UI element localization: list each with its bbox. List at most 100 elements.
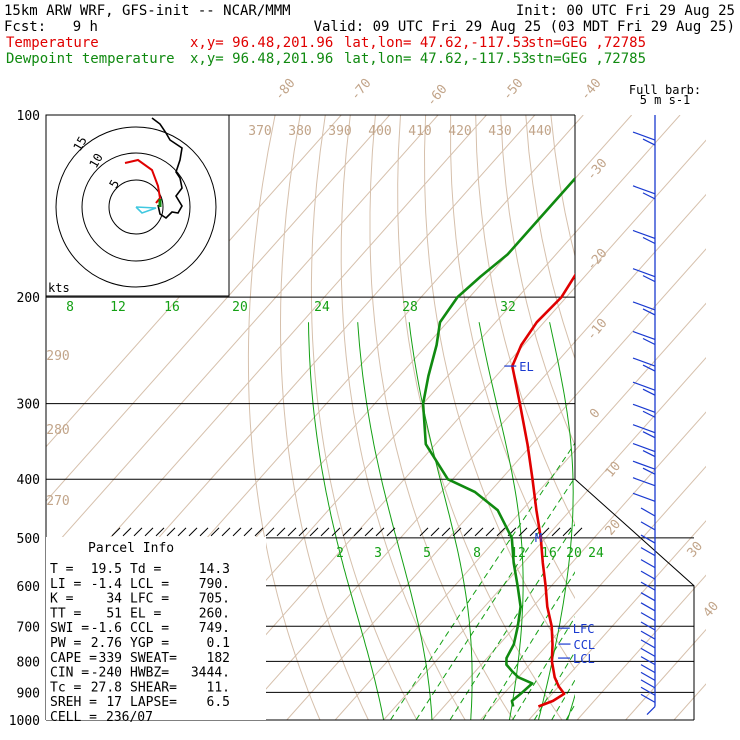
dry-adiabat-line xyxy=(475,115,575,526)
dry-adiabat-line xyxy=(247,115,321,720)
parcel-info-value: YGP = xyxy=(130,636,169,651)
parcel-info-value: -1.6 xyxy=(91,621,122,636)
hatch-mark xyxy=(188,527,198,537)
mixing-ratio-label: 32 xyxy=(500,300,516,315)
wind-barb xyxy=(640,592,656,602)
dry-adiabat-line xyxy=(500,115,575,447)
isotherm-label: -30 xyxy=(584,156,611,184)
wind-barb xyxy=(632,301,656,311)
dewpoint-xy: x,y= 96.48,201.96 xyxy=(190,51,333,67)
wind-barb xyxy=(642,236,656,245)
parcel-info-value: EL = xyxy=(130,606,161,621)
parcel-info-value: K = xyxy=(50,592,74,607)
mixing-ratio-label: 20 xyxy=(232,300,248,315)
isotherm-line xyxy=(480,465,706,720)
dry-adiabats xyxy=(247,115,740,720)
parcel-info-value: LAPSE= xyxy=(130,695,177,710)
hatch-mark xyxy=(122,527,132,537)
parcel-info-value: PW = xyxy=(50,636,81,651)
isotherm-line xyxy=(238,193,706,720)
wind-barb xyxy=(640,559,656,569)
hatch-mark xyxy=(243,527,253,537)
parcel-info-value: LI = xyxy=(50,577,81,592)
parcel-info-value: 339 xyxy=(99,651,122,666)
isotherm-line xyxy=(576,574,706,720)
hatch-mark xyxy=(331,527,341,537)
isotherm-label: 10 xyxy=(603,459,625,481)
hatch-mark xyxy=(474,527,484,537)
hatch-mark xyxy=(111,527,121,537)
parcel-info-value: 236/07 xyxy=(106,710,153,725)
parcel-info-value: CELL = xyxy=(50,710,97,725)
forecast-label: Fcst: xyxy=(4,19,46,35)
isotherm-line xyxy=(383,357,706,720)
wind-barb xyxy=(640,630,656,640)
isotherm-label: 0 xyxy=(587,406,604,422)
hodograph-ring-label-10: 10 xyxy=(86,151,105,171)
hatch-mark xyxy=(441,527,451,537)
isotherm-label: -60 xyxy=(424,82,451,110)
wind-barb xyxy=(642,275,656,283)
isotherm-line xyxy=(46,115,391,502)
hatch-mark xyxy=(452,527,462,537)
theta-label: 390 xyxy=(328,124,351,139)
mixing-ratio-line xyxy=(482,571,575,720)
dewpoint-profile xyxy=(421,176,575,707)
theta-label: 440 xyxy=(528,124,551,139)
hatch-mark xyxy=(232,527,242,537)
dry-adiabat-line xyxy=(676,115,740,720)
hatch-mark xyxy=(309,527,319,537)
hatch-mark xyxy=(287,527,297,537)
isotherm-label: -70 xyxy=(348,76,375,104)
parcel-info-value: 51 xyxy=(106,606,122,621)
isotherm-line xyxy=(46,115,342,448)
isotherm-label: -10 xyxy=(584,316,611,344)
wind-barb xyxy=(632,460,656,470)
parcel-info-value: -1.4 xyxy=(91,577,122,592)
wind-barb xyxy=(632,131,656,141)
moist-adiabat-line xyxy=(538,322,574,720)
right-axis-step xyxy=(574,478,695,720)
hatch-mark xyxy=(144,527,154,537)
hatch-mark xyxy=(155,527,165,537)
hatch-mark xyxy=(254,527,264,537)
isotherm-line xyxy=(46,115,487,611)
parcel-info-value: 182 xyxy=(207,651,230,666)
pressure-label: 1000 xyxy=(9,714,40,729)
parcel-info-value: SREH = xyxy=(50,695,97,710)
isotherm-label: -40 xyxy=(578,76,605,104)
wind-barb xyxy=(640,679,656,689)
temperature-profile xyxy=(510,273,575,708)
wind-barb xyxy=(640,647,656,657)
hatch-mark xyxy=(320,527,330,537)
forecast-hour: 9 h xyxy=(73,19,98,35)
wind-barb xyxy=(632,357,656,367)
mixing-ratio-line xyxy=(449,523,575,720)
hatch-mark xyxy=(166,527,176,537)
dry-adiabat-line xyxy=(310,115,418,720)
parcel-info-title: Parcel Info xyxy=(88,541,174,556)
hatch-mark xyxy=(276,527,286,537)
hodograph-trace-upper xyxy=(124,158,162,204)
parcel-info-value: TT = xyxy=(50,606,81,621)
wind-barb xyxy=(632,330,656,341)
parcel-info-value: HWBZ= xyxy=(130,666,169,681)
pressure-label: 700 xyxy=(17,620,40,635)
isotherm-line xyxy=(46,115,439,557)
wind-barb xyxy=(642,192,656,200)
hatch-mark xyxy=(551,527,561,537)
isotherm-line xyxy=(625,628,706,720)
dry-adiabat-line xyxy=(701,115,740,720)
parcel-info-panel: Parcel Info T = 19.5 Td = 14.3 LI = -1.4 LCL =… xyxy=(46,537,266,725)
hodograph-ring-label-15: 15 xyxy=(70,134,89,154)
marker-label-m: M xyxy=(535,531,542,545)
parcel-info-value: 19.5 xyxy=(91,562,122,577)
mixing-ratio-line xyxy=(512,616,575,720)
parcel-info-value: LCL = xyxy=(130,577,169,592)
theta-label: 400 xyxy=(368,124,391,139)
wind-barb xyxy=(632,229,656,240)
hatch-mark xyxy=(199,527,209,537)
theta-label: 370 xyxy=(248,124,271,139)
parcel-info-value: 27.8 xyxy=(91,680,122,695)
mixing-ratio-line xyxy=(578,297,740,720)
